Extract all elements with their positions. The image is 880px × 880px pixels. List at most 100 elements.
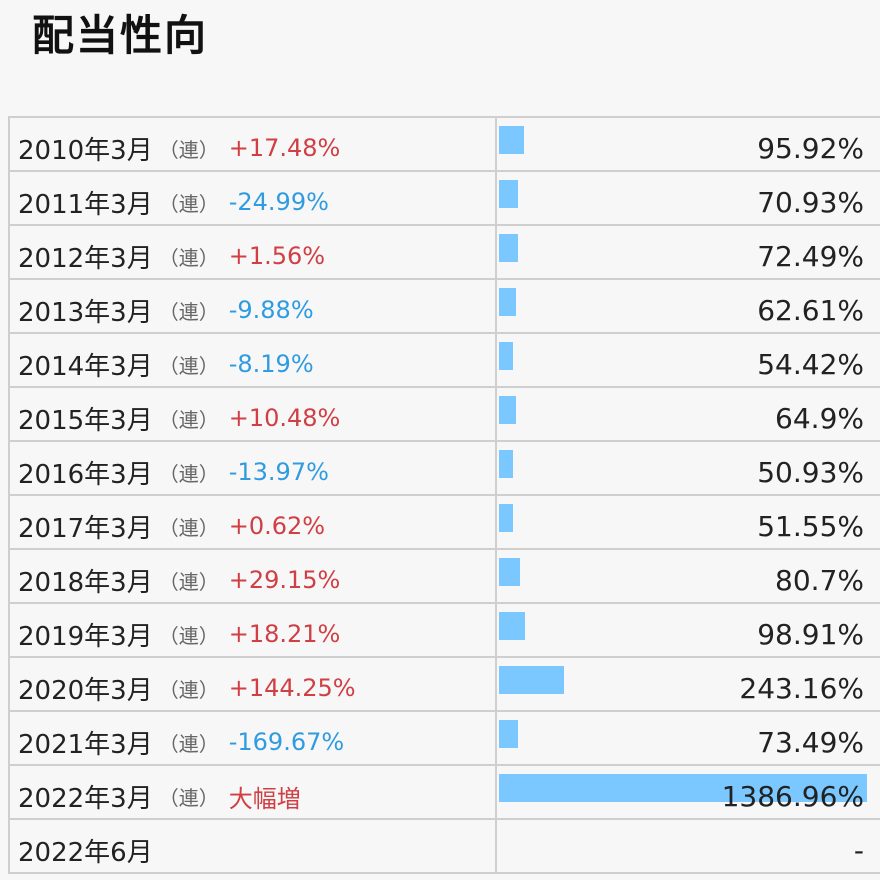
- value-cell: 80.7%: [497, 550, 880, 602]
- payout-bar: [499, 126, 524, 154]
- table-row: 2020年3月 （連） +144.25% 243.16%: [8, 658, 880, 712]
- period-label: 2014年3月: [18, 351, 153, 382]
- table-row: 2017年3月 （連） +0.62% 51.55%: [8, 496, 880, 550]
- payout-bar: [499, 774, 867, 802]
- period-label: 2015年3月: [18, 405, 153, 436]
- value-cell: 1386.96%: [497, 766, 880, 818]
- table-row: 2013年3月 （連） -9.88% 62.61%: [8, 280, 880, 334]
- consolidated-mark: （連）: [158, 245, 219, 270]
- payout-value: 54.42%: [757, 347, 864, 381]
- consolidated-mark: （連）: [158, 137, 219, 162]
- period-label: 2020年3月: [18, 675, 153, 706]
- payout-bar: [499, 612, 525, 640]
- payout-value: 80.7%: [775, 563, 864, 597]
- page-title: 配当性向: [32, 11, 209, 60]
- value-cell: 62.61%: [497, 280, 880, 332]
- value-cell: 50.93%: [497, 442, 880, 494]
- period-cell: 2010年3月 （連） +17.48%: [10, 118, 497, 170]
- period-cell: 2017年3月 （連） +0.62%: [10, 496, 497, 548]
- period-cell: 2013年3月 （連） -9.88%: [10, 280, 497, 332]
- yoy-change: -169.67%: [228, 728, 345, 756]
- payout-value: 243.16%: [739, 671, 864, 705]
- period-label: 2018年3月: [18, 567, 153, 598]
- period-cell: 2020年3月 （連） +144.25%: [10, 658, 497, 710]
- payout-bar: [499, 558, 520, 586]
- value-cell: 51.55%: [497, 496, 880, 548]
- yoy-change: +17.48%: [228, 134, 341, 162]
- value-cell: 243.16%: [497, 658, 880, 710]
- payout-bar: [499, 504, 513, 532]
- payout-bar: [499, 180, 518, 208]
- period-label: 2016年3月: [18, 459, 153, 490]
- period-cell: 2018年3月 （連） +29.15%: [10, 550, 497, 602]
- payout-bar: [499, 666, 564, 694]
- period-label: 2013年3月: [18, 297, 153, 328]
- period-label: 2021年3月: [18, 729, 153, 760]
- yoy-change: +18.21%: [228, 620, 341, 648]
- table-row: 2014年3月 （連） -8.19% 54.42%: [8, 334, 880, 388]
- consolidated-mark: （連）: [158, 731, 219, 756]
- yoy-change: +29.15%: [228, 566, 341, 594]
- payout-bar: [499, 396, 516, 424]
- consolidated-mark: （連）: [158, 515, 219, 540]
- period-cell: 2011年3月 （連） -24.99%: [10, 172, 497, 224]
- period-cell: 2021年3月 （連） -169.67%: [10, 712, 497, 764]
- payout-value: 72.49%: [757, 239, 864, 273]
- payout-value: 64.9%: [775, 401, 864, 435]
- consolidated-mark: （連）: [158, 569, 219, 594]
- table-row: 2022年3月 （連） 大幅増 1386.96%: [8, 766, 880, 820]
- yoy-change: +0.62%: [228, 512, 326, 540]
- payout-bar: [499, 234, 518, 262]
- period-label: 2019年3月: [18, 621, 153, 652]
- payout-value: 70.93%: [757, 185, 864, 219]
- payout-value: 98.91%: [757, 617, 864, 651]
- consolidated-mark: （連）: [158, 407, 219, 432]
- table-row: 2011年3月 （連） -24.99% 70.93%: [8, 172, 880, 226]
- value-cell: 70.93%: [497, 172, 880, 224]
- yoy-change: +1.56%: [228, 242, 326, 270]
- period-label: 2022年3月: [18, 783, 153, 814]
- yoy-change: +144.25%: [228, 674, 356, 702]
- payout-value: 95.92%: [757, 131, 864, 165]
- period-cell: 2016年3月 （連） -13.97%: [10, 442, 497, 494]
- period-cell: 2015年3月 （連） +10.48%: [10, 388, 497, 440]
- payout-ratio-table: 2010年3月 （連） +17.48% 95.92% 2011年3月 （連） -24.99%…: [8, 116, 880, 874]
- period-cell: 2012年3月 （連） +1.56%: [10, 226, 497, 278]
- consolidated-mark: （連）: [158, 353, 219, 378]
- table-row: 2022年6月 -: [8, 820, 880, 874]
- period-label: 2012年3月: [18, 243, 153, 274]
- period-cell: 2014年3月 （連） -8.19%: [10, 334, 497, 386]
- payout-value: 50.93%: [757, 455, 864, 489]
- value-cell: -: [497, 820, 880, 872]
- period-cell: 2022年6月: [10, 820, 497, 872]
- table-row: 2016年3月 （連） -13.97% 50.93%: [8, 442, 880, 496]
- yoy-change: 大幅増: [228, 784, 301, 813]
- value-cell: 64.9%: [497, 388, 880, 440]
- period-label: 2010年3月: [18, 135, 153, 166]
- consolidated-mark: （連）: [158, 461, 219, 486]
- payout-value: 1386.96%: [721, 779, 864, 813]
- value-cell: 72.49%: [497, 226, 880, 278]
- consolidated-mark: （連）: [158, 677, 219, 702]
- yoy-change: +10.48%: [228, 404, 341, 432]
- period-cell: 2022年3月 （連） 大幅増: [10, 766, 497, 818]
- table-row: 2019年3月 （連） +18.21% 98.91%: [8, 604, 880, 658]
- value-cell: 54.42%: [497, 334, 880, 386]
- payout-value: 62.61%: [757, 293, 864, 327]
- value-cell: 98.91%: [497, 604, 880, 656]
- table-row: 2021年3月 （連） -169.67% 73.49%: [8, 712, 880, 766]
- period-label: 2022年6月: [18, 837, 153, 868]
- payout-value: -: [853, 833, 864, 867]
- table-row: 2018年3月 （連） +29.15% 80.7%: [8, 550, 880, 604]
- value-cell: 73.49%: [497, 712, 880, 764]
- consolidated-mark: （連）: [158, 623, 219, 648]
- payout-bar: [499, 288, 516, 316]
- period-label: 2011年3月: [18, 189, 153, 220]
- table-row: 2015年3月 （連） +10.48% 64.9%: [8, 388, 880, 442]
- yoy-change: -13.97%: [228, 458, 329, 486]
- period-cell: 2019年3月 （連） +18.21%: [10, 604, 497, 656]
- payout-value: 73.49%: [757, 725, 864, 759]
- period-label: 2017年3月: [18, 513, 153, 544]
- yoy-change: -8.19%: [228, 350, 314, 378]
- table-row: 2012年3月 （連） +1.56% 72.49%: [8, 226, 880, 280]
